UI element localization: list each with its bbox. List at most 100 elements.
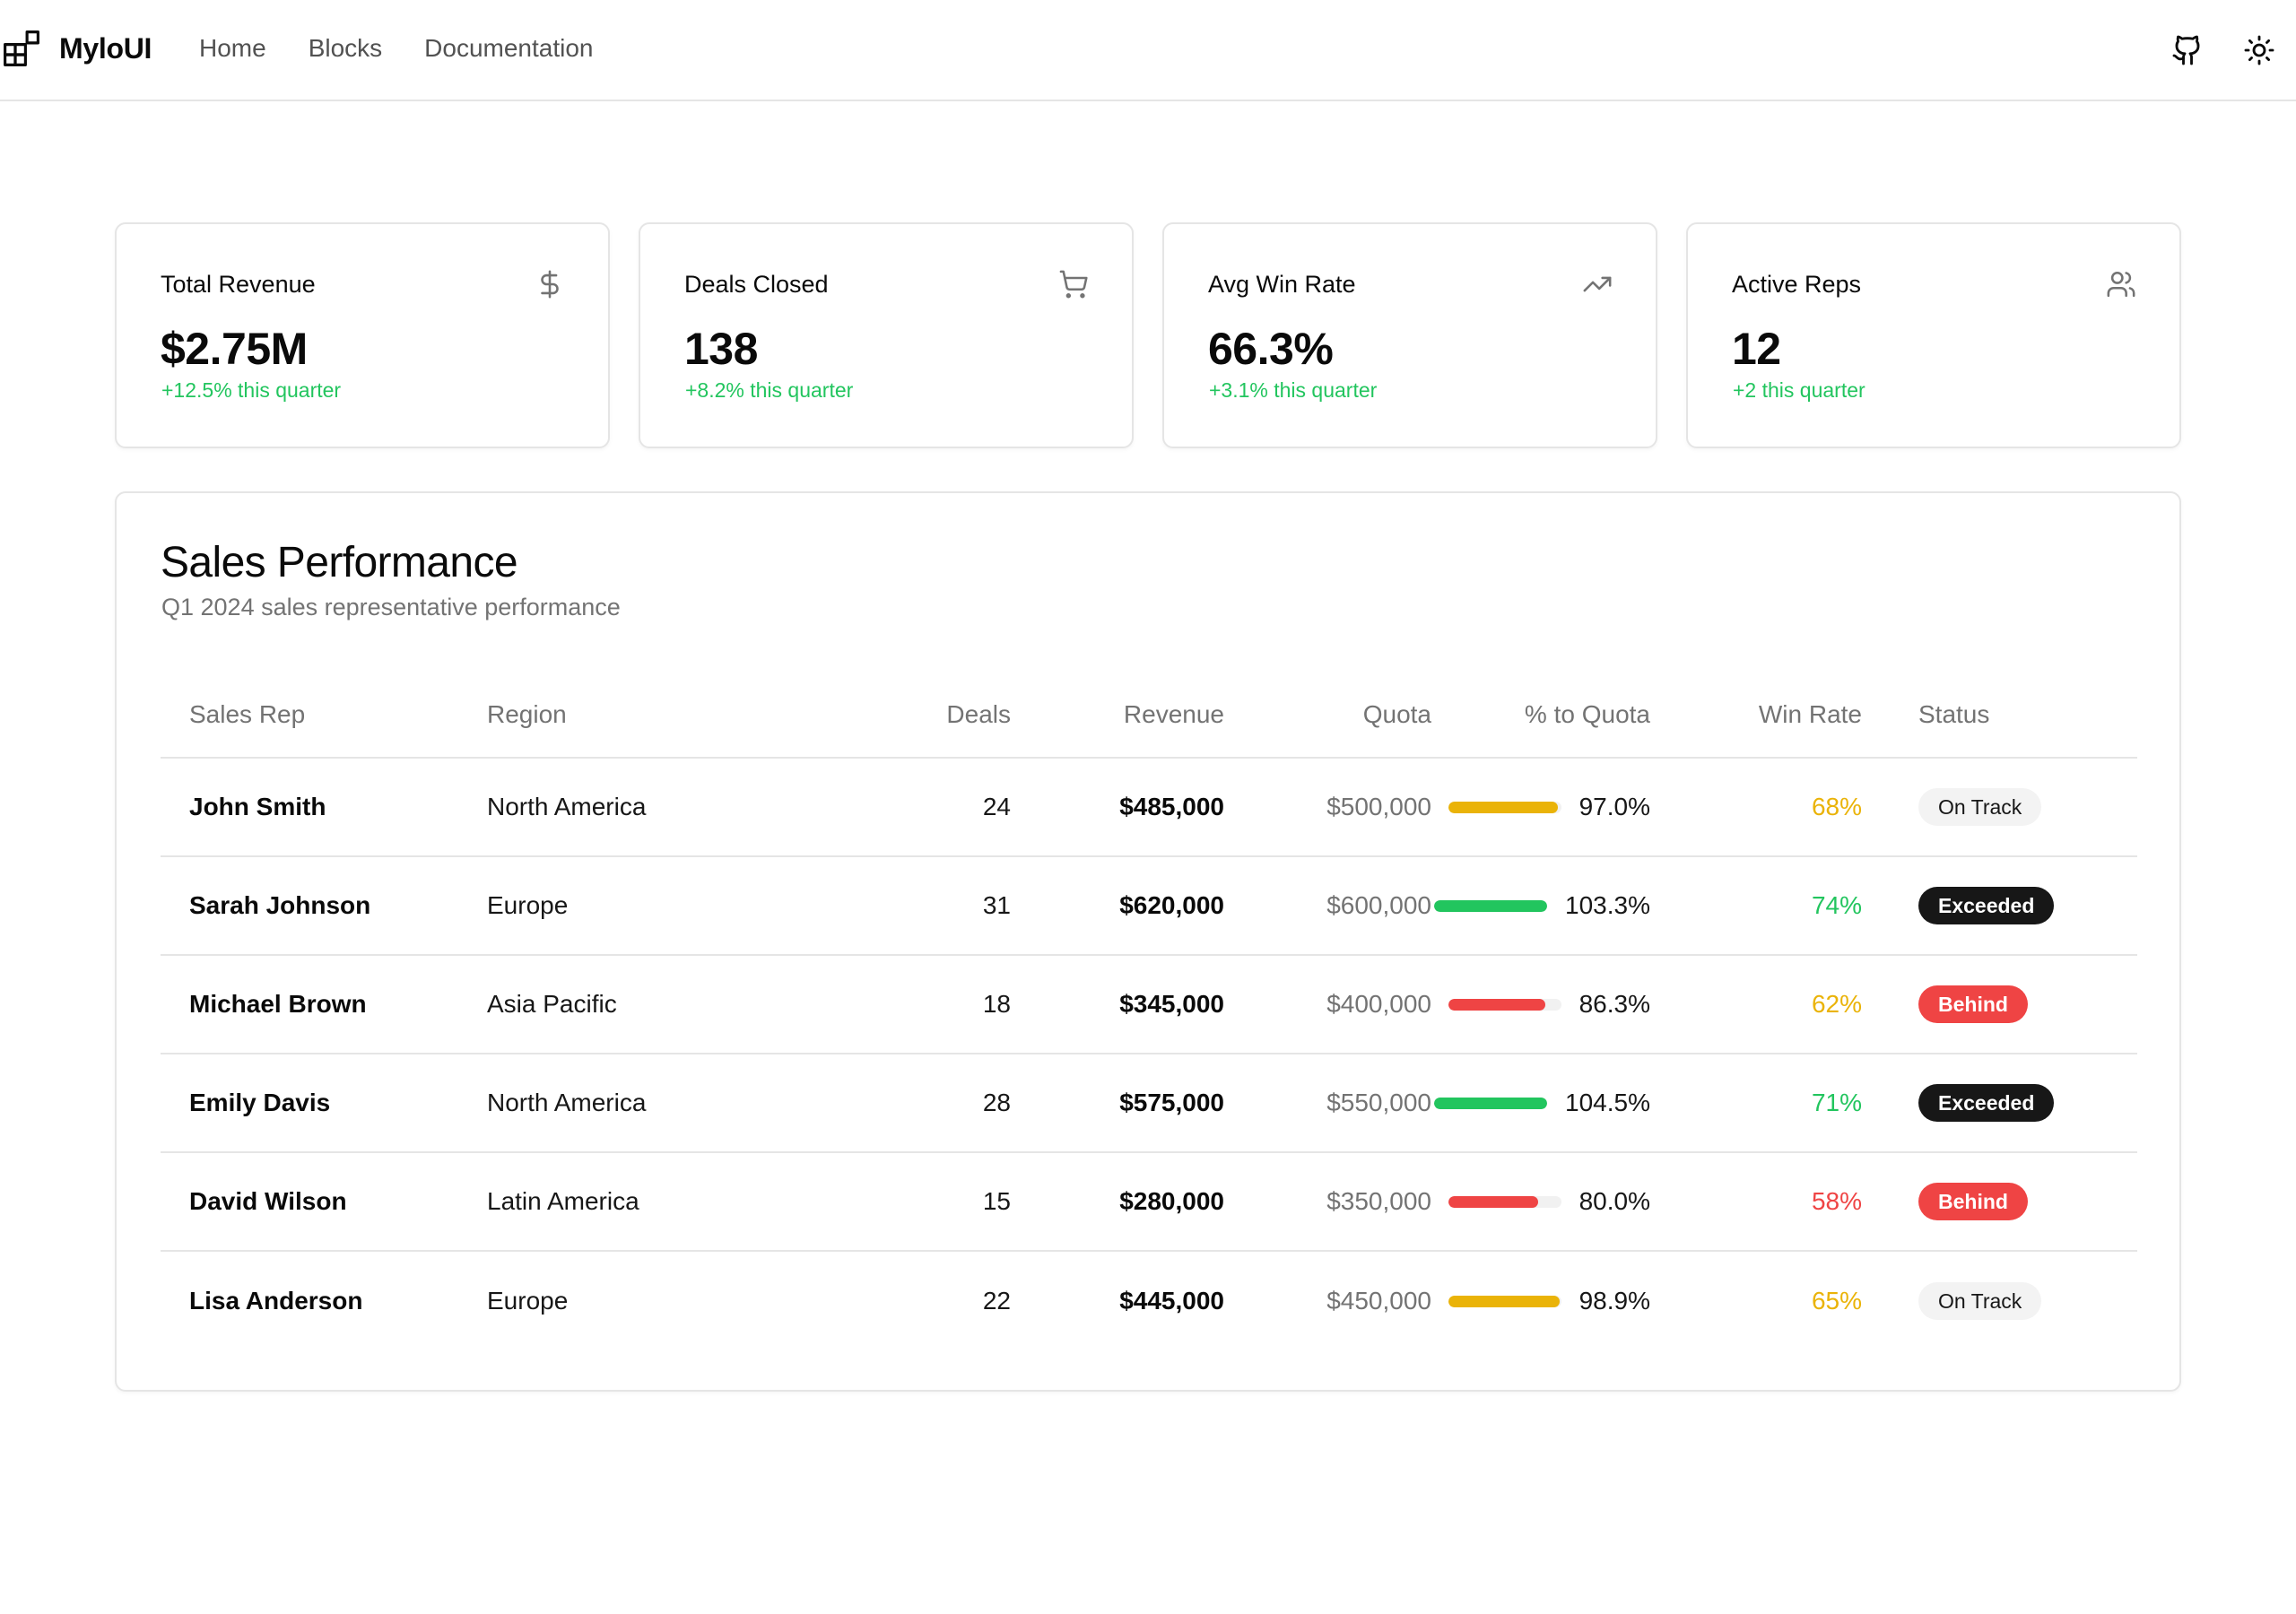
theme-toggle-button[interactable] — [2239, 30, 2280, 71]
users-icon — [2106, 269, 2136, 299]
logo-blocks-icon — [4, 30, 39, 66]
column-header-quota[interactable]: Quota — [1362, 700, 1431, 728]
status-badge: Exceeded — [1918, 1084, 2055, 1122]
stat-value: 12 — [1732, 324, 1781, 374]
status-badge: Behind — [1918, 1183, 2028, 1220]
dollar-icon — [535, 269, 565, 299]
nav-link-home[interactable]: Home — [199, 34, 266, 62]
sun-icon — [2244, 35, 2274, 65]
region-cell: Asia Pacific — [487, 956, 617, 1053]
stat-change: +2 this quarter — [1733, 378, 1866, 402]
pct-to-quota-cell: 86.3% — [1448, 956, 1650, 1053]
region: Latin America — [487, 1187, 639, 1215]
revenue: $620,000 — [1119, 891, 1224, 919]
revenue-cell: $575,000 — [1119, 1054, 1224, 1151]
pct-to-quota-cell: 104.5% — [1434, 1054, 1650, 1151]
table-row[interactable]: Lisa Anderson Europe 22 $445,000 $450,000 98.… — [161, 1252, 2137, 1350]
revenue-cell: $485,000 — [1119, 759, 1224, 855]
stat-title: Active Reps — [1732, 271, 1862, 298]
pct-to-quota: 86.3% — [1578, 990, 1650, 1018]
brand[interactable]: MyloUI — [3, 30, 152, 67]
table-row[interactable]: Emily Davis North America 28 $575,000 $550,0… — [161, 1054, 2137, 1153]
region: North America — [487, 793, 647, 820]
table-row[interactable]: John Smith North America 24 $485,000 $500,00… — [161, 759, 2137, 857]
rep-name-cell: Emily Davis — [189, 1054, 330, 1151]
quota-cell: $350,000 — [1326, 1153, 1431, 1250]
region: Europe — [487, 1287, 569, 1315]
region: Europe — [487, 891, 569, 919]
status-cell: Exceeded — [1918, 1054, 2055, 1151]
table-header-row: Sales Rep Region Deals Revenue Quota % t… — [161, 672, 2137, 759]
stat-card-deals-closed: Deals Closed 138 +8.2% this quarter — [639, 222, 1134, 448]
quota: $400,000 — [1326, 990, 1431, 1018]
table-row[interactable]: David Wilson Latin America 15 $280,000 $350,… — [161, 1153, 2137, 1252]
rep-name-cell: Michael Brown — [189, 956, 367, 1053]
pct-to-quota: 97.0% — [1578, 793, 1650, 820]
revenue-cell: $620,000 — [1119, 857, 1224, 954]
status-badge: Exceeded — [1918, 887, 2055, 924]
sales-table: Sales Rep Region Deals Revenue Quota % t… — [161, 672, 2137, 1350]
region-cell: North America — [487, 1054, 646, 1151]
column-header-pct-to-quota[interactable]: % to Quota — [1524, 700, 1650, 728]
stats-row: Total Revenue $2.75M +12.5% this quarter… — [115, 222, 2181, 448]
win-rate-cell: 65% — [1812, 1252, 1862, 1350]
quota-progress-fill — [1448, 801, 1558, 813]
stat-value: $2.75M — [161, 324, 308, 374]
status-badge: On Track — [1918, 788, 2042, 826]
nav-link-blocks[interactable]: Blocks — [308, 34, 383, 62]
trending-up-icon — [1582, 269, 1613, 299]
quota-progress-fill — [1448, 998, 1546, 1011]
status-cell: Behind — [1918, 956, 2028, 1053]
pct-to-quota-cell: 80.0% — [1448, 1153, 1650, 1250]
quota-progress-bar — [1434, 899, 1548, 912]
cart-icon — [1058, 269, 1089, 299]
revenue: $575,000 — [1119, 1089, 1224, 1116]
pct-to-quota: 103.3% — [1565, 891, 1650, 919]
status-cell: Exceeded — [1918, 857, 2055, 954]
status-cell: On Track — [1918, 1252, 2042, 1350]
nav-links: Home Blocks Documentation — [199, 34, 594, 63]
win-rate: 74% — [1811, 891, 1862, 919]
column-header-region[interactable]: Region — [487, 700, 567, 728]
pct-to-quota-cell: 97.0% — [1448, 759, 1650, 855]
column-header-win-rate[interactable]: Win Rate — [1758, 700, 1862, 728]
column-header-sales-rep[interactable]: Sales Rep — [189, 700, 306, 728]
deals: 22 — [982, 1287, 1011, 1315]
table-row[interactable]: Sarah Johnson Europe 31 $620,000 $600,000 103… — [161, 857, 2137, 956]
win-rate: 58% — [1811, 1187, 1862, 1215]
quota-progress-fill — [1448, 1295, 1561, 1307]
quota-cell: $550,000 — [1326, 1054, 1431, 1151]
quota-progress-bar — [1448, 1295, 1561, 1307]
rep-name: Sarah Johnson — [189, 891, 371, 919]
pct-to-quota: 104.5% — [1565, 1089, 1650, 1116]
column-header-status[interactable]: Status — [1918, 700, 1990, 728]
deals: 15 — [982, 1187, 1011, 1215]
win-rate: 68% — [1811, 793, 1862, 820]
column-header-revenue[interactable]: Revenue — [1123, 700, 1224, 728]
quota-progress-fill — [1434, 1097, 1548, 1109]
quota: $600,000 — [1326, 891, 1431, 919]
win-rate-cell: 74% — [1812, 857, 1862, 954]
stat-change: +12.5% this quarter — [161, 378, 342, 402]
revenue-cell: $345,000 — [1119, 956, 1224, 1053]
stat-value: 138 — [684, 324, 758, 374]
stat-change: +3.1% this quarter — [1209, 378, 1378, 402]
quota-cell: $500,000 — [1326, 759, 1431, 855]
rep-name: Lisa Anderson — [189, 1287, 363, 1315]
quota-progress-fill — [1448, 1195, 1539, 1208]
stat-change: +8.2% this quarter — [685, 378, 854, 402]
deals: 24 — [982, 793, 1011, 820]
column-header-deals[interactable]: Deals — [946, 700, 1011, 728]
region: North America — [487, 1089, 647, 1116]
quota-cell: $450,000 — [1326, 1252, 1431, 1350]
deals-cell: 18 — [983, 956, 1011, 1053]
quota-progress-bar — [1434, 1097, 1548, 1109]
deals-cell: 24 — [983, 759, 1011, 855]
nav-link-documentation[interactable]: Documentation — [424, 34, 594, 62]
deals-cell: 22 — [983, 1252, 1011, 1350]
quota-cell: $600,000 — [1326, 857, 1431, 954]
github-button[interactable] — [2167, 30, 2208, 71]
win-rate: 65% — [1811, 1287, 1862, 1315]
table-row[interactable]: Michael Brown Asia Pacific 18 $345,000 $400,… — [161, 956, 2137, 1054]
rep-name-cell: John Smith — [189, 759, 326, 855]
